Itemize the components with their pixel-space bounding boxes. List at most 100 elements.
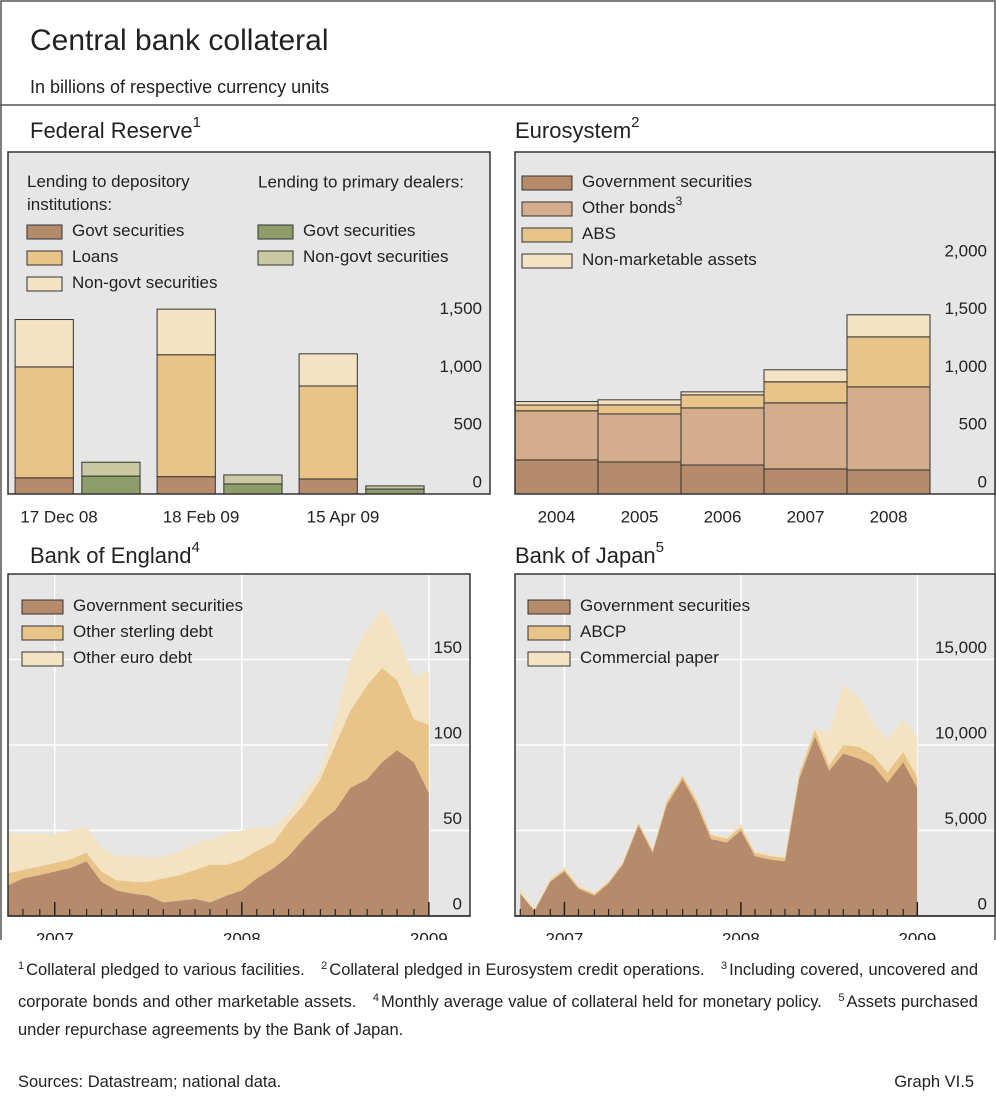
bar-segment — [156, 476, 216, 495]
plot-frame — [7, 573, 471, 917]
legend-label: ABCP — [580, 622, 626, 641]
bar-segment — [763, 381, 848, 404]
panel-title: Eurosystem2 — [515, 114, 640, 142]
legend-label-text: Loans — [72, 247, 118, 266]
legend-swatch — [521, 227, 573, 243]
legend-group-title: Lending to depository institutions: — [27, 172, 190, 214]
legend-swatch — [21, 651, 64, 667]
bar-segment — [514, 401, 599, 406]
panel-title-text: Eurosystem — [515, 118, 631, 143]
area — [8, 668, 429, 903]
legend-label-text: Other bonds — [582, 198, 676, 217]
bar-segment — [14, 366, 74, 479]
bar-segment — [763, 468, 848, 495]
x-tick-label: 15 Apr 09 — [307, 507, 380, 526]
legend-label: Non-govt securities — [303, 247, 449, 266]
charts: Central bank collateral In billions of r… — [0, 0, 996, 940]
legend-label: Non-govt securities — [72, 273, 218, 292]
legend-swatch — [26, 224, 63, 240]
legend-swatch — [521, 175, 573, 191]
text-line: institutions: — [27, 195, 112, 214]
bar-segment — [846, 314, 931, 338]
legend-swatch — [26, 250, 63, 266]
legend-swatch — [527, 625, 571, 641]
y-tick-label: 50 — [443, 809, 462, 828]
legend-label-text: Govt securities — [72, 221, 184, 240]
area — [8, 750, 429, 916]
panel-title-note: 1 — [193, 114, 201, 131]
page-border — [0, 0, 996, 940]
legend-label-text: Non-govt securities — [72, 273, 218, 292]
legend-label-text: Government securities — [582, 172, 752, 191]
bar-segment — [597, 404, 682, 415]
y-tick-label: 150 — [434, 638, 462, 657]
bar-segment — [81, 461, 141, 477]
bar-segment — [298, 478, 358, 495]
footnote-mark: 4 — [372, 992, 379, 1004]
panel-title: Bank of Japan5 — [515, 539, 664, 567]
legend-label-text: ABCP — [580, 622, 626, 641]
bar-segment — [81, 475, 141, 495]
legend-label: Other sterling debt — [73, 622, 213, 641]
legend-label-text: Other euro debt — [73, 648, 192, 667]
legend-label-text: Other sterling debt — [73, 622, 213, 641]
bar-segment — [514, 404, 599, 412]
main-title: Central bank collateral — [30, 24, 329, 57]
bar-segment — [597, 461, 682, 495]
bar-segment — [680, 464, 765, 495]
plot-area — [8, 152, 490, 494]
y-tick-label: 500 — [959, 415, 987, 434]
legend-swatch — [257, 224, 294, 240]
panel-title-text: Bank of England — [30, 543, 191, 568]
footnote-mark: 1 — [18, 960, 25, 972]
y-tick-label: 15,000 — [935, 638, 987, 657]
area — [8, 608, 429, 882]
x-tick-label: 2007 — [545, 929, 583, 940]
legend-label: Loans — [72, 247, 118, 266]
panel-title-note: 2 — [631, 114, 639, 131]
legend-label: Government securities — [580, 596, 750, 615]
bar-segment — [14, 477, 74, 495]
x-tick-label: 18 Feb 09 — [163, 507, 240, 526]
y-tick-label: 2,000 — [944, 241, 987, 260]
legend-swatch — [527, 651, 571, 667]
graph-label: Graph VI.5 — [894, 1073, 974, 1091]
x-tick-label: 2009 — [410, 929, 448, 940]
bar-segment — [680, 394, 765, 409]
bar-segment — [763, 369, 848, 383]
legend-label-text: Govt securities — [303, 221, 415, 240]
x-tick-label: 2009 — [898, 929, 936, 940]
y-tick-label: 10,000 — [935, 723, 987, 742]
plot-frame — [514, 573, 996, 917]
bar-segment — [223, 483, 283, 495]
y-tick-label: 1,000 — [944, 357, 987, 376]
y-tick-label: 1,500 — [944, 299, 987, 318]
bar-segment — [14, 319, 74, 368]
x-tick-label: 17 Dec 08 — [20, 507, 98, 526]
legend-label: Commercial paper — [580, 648, 719, 667]
legend-swatch — [521, 201, 573, 217]
footnote-text: Assets purchased under repurchase agreem… — [18, 993, 978, 1039]
legend-label: Government securities — [73, 596, 243, 615]
legend-swatch — [257, 250, 294, 266]
legend-label: Govt securities — [303, 221, 415, 240]
legend-label: Non-marketable assets — [582, 250, 757, 269]
legend-label-text: Non-govt securities — [303, 247, 449, 266]
panel-title: Bank of England4 — [30, 539, 200, 567]
x-tick-label: 2006 — [704, 507, 742, 526]
text-line: Lending to depository — [27, 172, 190, 191]
y-tick-label: 1,500 — [439, 299, 482, 318]
x-tick-label: 2004 — [538, 507, 576, 526]
bar-segment — [846, 469, 931, 495]
legend-label: Other bonds3 — [582, 194, 683, 217]
footnote-text: Including covered, uncovered and corpora… — [18, 961, 978, 1011]
bar-segment — [156, 308, 216, 356]
y-tick-label: 0 — [978, 894, 987, 913]
legend-label-text: Government securities — [580, 596, 750, 615]
y-tick-label: 0 — [978, 472, 987, 491]
x-tick-label: 2005 — [621, 507, 659, 526]
bar-segment — [156, 354, 216, 478]
plot-frame — [514, 151, 996, 495]
legend-label: Govt securities — [72, 221, 184, 240]
